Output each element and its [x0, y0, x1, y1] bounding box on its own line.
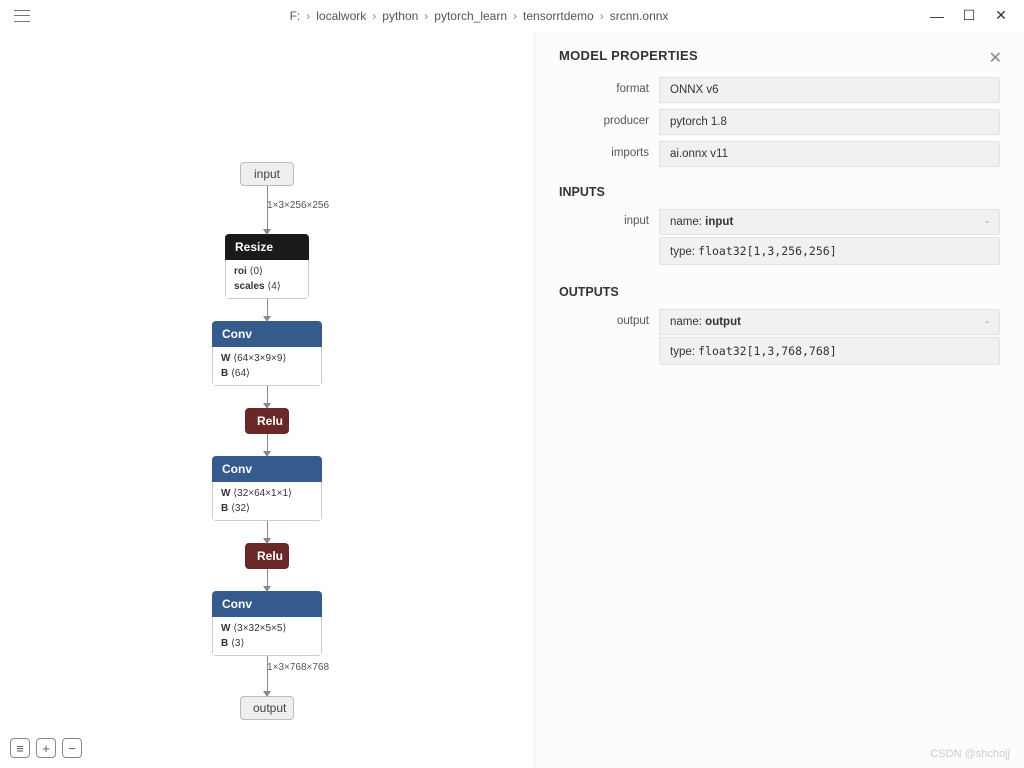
node-body: W ⟨3×32×5×5⟩B ⟨3⟩: [212, 617, 322, 656]
edge: [267, 521, 268, 543]
input-row: inputname: input-type: float32[1,3,256,2…: [559, 209, 1000, 267]
node-conv[interactable]: ConvW ⟨3×32×5×5⟩B ⟨3⟩: [212, 591, 322, 656]
property-value: pytorch 1.8: [659, 109, 1000, 135]
node-conv[interactable]: ConvW ⟨64×3×9×9⟩B ⟨64⟩: [212, 321, 322, 386]
properties-panel: ✕ MODEL PROPERTIES formatONNX v6producer…: [534, 32, 1024, 768]
output-name[interactable]: name: output-: [659, 309, 1000, 335]
node-header: Conv: [212, 591, 322, 617]
property-row: formatONNX v6: [559, 77, 1000, 103]
breadcrumb-part[interactable]: python: [382, 9, 418, 23]
input-name[interactable]: name: input-: [659, 209, 1000, 235]
output-label: output: [559, 309, 659, 367]
edge: [267, 386, 268, 408]
property-value: ONNX v6: [659, 77, 1000, 103]
output-row: outputname: output-type: float32[1,3,768…: [559, 309, 1000, 367]
breadcrumb-part[interactable]: pytorch_learn: [434, 9, 507, 23]
list-button[interactable]: ≡: [10, 738, 30, 758]
property-row: producerpytorch 1.8: [559, 109, 1000, 135]
panel-title: MODEL PROPERTIES: [559, 48, 1000, 63]
close-panel-icon[interactable]: ✕: [989, 48, 1002, 68]
node-relu[interactable]: Relu: [245, 408, 289, 434]
breadcrumb-part[interactable]: tensorrtdemo: [523, 9, 594, 23]
graph-canvas[interactable]: input1×3×256×256Resizeroi ⟨0⟩scales ⟨4⟩C…: [0, 32, 534, 768]
inputs-heading: INPUTS: [559, 185, 1000, 199]
chevron-icon: ›: [306, 9, 310, 23]
node-input[interactable]: input: [240, 162, 294, 186]
edge: 1×3×768×768: [267, 656, 268, 696]
edge: 1×3×256×256: [267, 186, 268, 234]
node-body: roi ⟨0⟩scales ⟨4⟩: [225, 260, 309, 299]
canvas-toolbar: ≡ + −: [10, 738, 82, 758]
window-controls: — ☐ ✕: [922, 9, 1016, 23]
chevron-icon: ›: [424, 9, 428, 23]
menu-icon[interactable]: [14, 10, 30, 22]
node-body: W ⟨64×3×9×9⟩B ⟨64⟩: [212, 347, 322, 386]
outputs-heading: OUTPUTS: [559, 285, 1000, 299]
titlebar: F: › localwork › python › pytorch_learn › tensor…: [0, 0, 1024, 32]
edge: [267, 299, 268, 321]
node-header: Conv: [212, 456, 322, 482]
maximize-button[interactable]: ☐: [962, 9, 976, 23]
node-output[interactable]: output: [240, 696, 294, 720]
watermark: CSDN @shchojj: [930, 748, 1010, 760]
property-value: ai.onnx v11: [659, 141, 1000, 167]
close-button[interactable]: ✕: [994, 9, 1008, 23]
property-row: importsai.onnx v11: [559, 141, 1000, 167]
edge-label: 1×3×256×256: [267, 200, 329, 211]
node-relu[interactable]: Relu: [245, 543, 289, 569]
property-label: format: [559, 77, 659, 103]
breadcrumb-part[interactable]: srcnn.onnx: [610, 9, 669, 23]
zoom-out-button[interactable]: −: [62, 738, 82, 758]
node-resize[interactable]: Resizeroi ⟨0⟩scales ⟨4⟩: [225, 234, 309, 299]
edge-label: 1×3×768×768: [267, 662, 329, 673]
input-type: type: float32[1,3,256,256]: [659, 237, 1000, 265]
property-label: producer: [559, 109, 659, 135]
breadcrumb-part[interactable]: localwork: [316, 9, 366, 23]
breadcrumb-part[interactable]: F:: [290, 9, 301, 23]
node-header: Conv: [212, 321, 322, 347]
minimize-button[interactable]: —: [930, 9, 944, 23]
node-body: W ⟨32×64×1×1⟩B ⟨32⟩: [212, 482, 322, 521]
node-header: Resize: [225, 234, 309, 260]
edge: [267, 569, 268, 591]
edge: [267, 434, 268, 456]
output-type: type: float32[1,3,768,768]: [659, 337, 1000, 365]
node-conv[interactable]: ConvW ⟨32×64×1×1⟩B ⟨32⟩: [212, 456, 322, 521]
chevron-icon: ›: [600, 9, 604, 23]
input-label: input: [559, 209, 659, 267]
chevron-icon: ›: [372, 9, 376, 23]
property-label: imports: [559, 141, 659, 167]
chevron-icon: ›: [513, 9, 517, 23]
zoom-in-button[interactable]: +: [36, 738, 56, 758]
breadcrumb: F: › localwork › python › pytorch_learn › tensor…: [36, 9, 922, 23]
